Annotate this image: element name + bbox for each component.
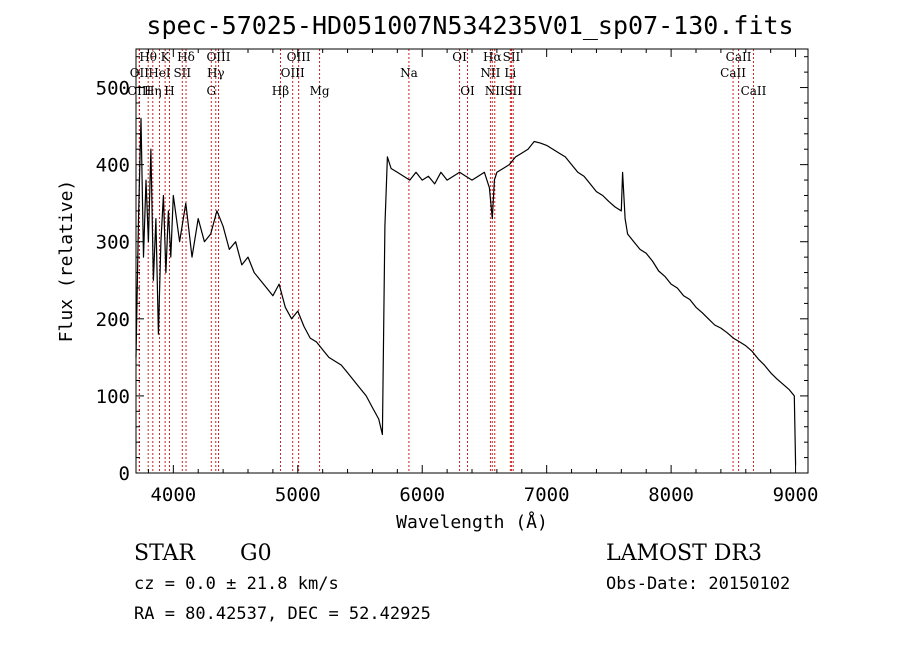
y-tick-label: 500: [96, 78, 130, 100]
spectral-line-label: SII: [173, 66, 191, 80]
spectral-line-label: H: [164, 84, 174, 98]
spectral-line-label: CaII: [726, 50, 752, 64]
y-tick-label: 400: [96, 155, 130, 177]
spectral-line-label: OI: [452, 50, 467, 64]
spectral-line-label: Na: [400, 66, 418, 80]
spectral-line-label: Hθ: [139, 50, 157, 64]
spectral-line-label: OIII: [287, 50, 311, 64]
plot-frame: [135, 48, 809, 474]
spectral-line-label: Hβ: [272, 84, 289, 98]
x-tick-label: 5000: [275, 484, 321, 506]
spectral-line-label: NII: [480, 66, 500, 80]
spectral-line-label: SII: [504, 84, 522, 98]
spectral-line-label: NII: [485, 84, 505, 98]
spectral-line-label: Hη: [144, 84, 162, 98]
x-axis: 4000 5000 6000 7000 8000 9000: [147, 49, 819, 506]
y-tick-label: 300: [96, 232, 130, 254]
spectral-line-label: OIII: [206, 50, 230, 64]
x-tick-label: 7000: [524, 484, 570, 506]
spectral-line-label: Mg: [310, 84, 330, 98]
y-tick-label: 100: [96, 386, 130, 408]
spectral-line-label: OII: [130, 66, 150, 80]
spectral-line-label: Hα: [483, 50, 502, 64]
spectral-line-label: SII: [503, 50, 521, 64]
spectral-line-label: Hγ: [207, 66, 225, 80]
redshift-value: cz = 0.0 ± 21.8 km/s: [134, 574, 339, 594]
x-axis-label: Wavelength (Å): [396, 511, 548, 533]
x-tick-label: 4000: [150, 484, 196, 506]
y-tick-label: 200: [96, 309, 130, 331]
chart-title: spec-57025-HD051007N534235V01_sp07-130.f…: [146, 11, 793, 40]
spectral-line-label: OIII: [127, 84, 151, 98]
spectral-line-label: K: [161, 50, 171, 64]
spectral-line-label: Li: [504, 66, 516, 80]
y-axis-label: Flux (relative): [56, 180, 77, 343]
spectral-line-label: OI: [460, 84, 475, 98]
spectral-line-label: CaII: [741, 84, 767, 98]
y-tick-label: 0: [119, 463, 130, 485]
object-subclass: G0: [240, 541, 272, 566]
y-axis: 0 100 200 300 400 500: [96, 56, 808, 485]
spectrum-line: [135, 117, 797, 466]
x-tick-label: 6000: [399, 484, 445, 506]
spectral-line-label: OIII: [281, 66, 305, 80]
spectral-line-markers: [138, 49, 754, 473]
spectrum-series-group: [135, 117, 797, 466]
spectral-line-label: Hδ: [177, 50, 195, 64]
object-class: STAR: [134, 541, 196, 566]
spectral-line-label: G: [206, 84, 216, 98]
x-tick-label: 8000: [648, 484, 694, 506]
x-tick-label: 9000: [773, 484, 819, 506]
spectral-line-label: HeI: [148, 66, 171, 80]
coordinates: RA = 80.42537, DEC = 52.42925: [134, 604, 431, 624]
observation-date: Obs-Date: 20150102: [606, 574, 790, 594]
spectral-line-label: CaII: [720, 66, 746, 80]
survey-name: LAMOST DR3: [606, 541, 762, 566]
